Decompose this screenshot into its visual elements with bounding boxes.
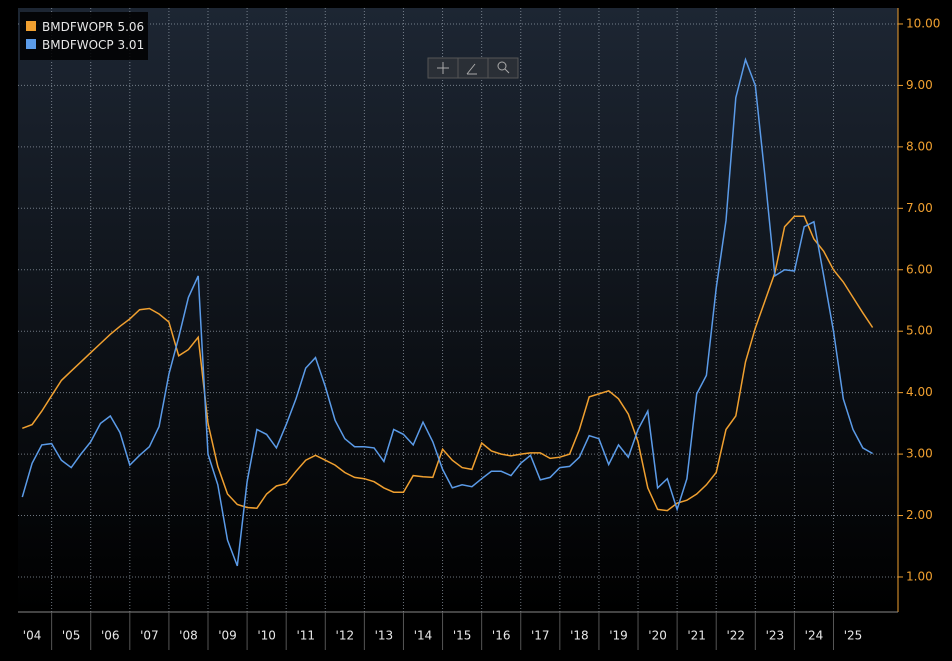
draw-button[interactable] [457,57,489,79]
x-tick-label: '12 [336,629,355,643]
y-tick-label: 5.00 [906,324,933,338]
zoom-button[interactable] [487,57,519,79]
y-tick-label: 8.00 [906,139,933,153]
plot-area [18,8,898,612]
draw-icon [466,63,477,75]
x-tick-label: '08 [179,629,198,643]
legend-swatch [26,21,36,31]
series-line [22,215,874,512]
series-line [21,57,873,567]
y-tick-label: 2.00 [906,508,933,522]
legend: BMDFWOPR 5.06 BMDFWOCP 3.01 [20,12,148,60]
x-tick-label: '04 [23,629,42,643]
legend-swatch [26,39,36,49]
x-tick-label: '15 [453,629,472,643]
legend-value: 3.01 [117,38,144,52]
axes: 1.00 2.00 3.00 4.00 5.00 6.00 7.00 8.00 9.00 10.0… [23,16,940,650]
legend-name: BMDFWOCP [42,38,114,52]
x-tick-label: '21 [687,629,706,643]
y-tick-label: 9.00 [906,78,933,92]
x-tick-label: '25 [844,629,863,643]
x-tick-label: '19 [609,629,628,643]
x-tick-label: '18 [570,629,589,643]
x-tick-label: '24 [805,629,824,643]
x-tick-label: '22 [726,629,745,643]
zoom-icon [497,61,507,71]
x-tick-label: '16 [492,629,511,643]
y-tick-label: 6.00 [906,262,933,276]
lines [21,57,874,567]
x-tick-label: '11 [296,629,315,643]
crosshair-icon [437,62,449,74]
x-tick-label: '23 [766,629,785,643]
y-tick-label: 3.00 [906,447,933,461]
x-tick-label: '13 [375,629,394,643]
x-tick-label: '20 [648,629,667,643]
legend-name: BMDFWOPR [42,20,114,34]
x-tick-label: '09 [218,629,237,643]
legend-value: 5.06 [117,20,144,34]
x-tick-label: '07 [140,629,159,643]
x-tick-label: '10 [257,629,276,643]
legend-label: BMDFWOPR 5.06 [42,20,144,34]
legend-box [20,12,148,60]
x-tick-label: '06 [101,629,120,643]
toolbar [427,57,519,79]
x-tick-label: '17 [531,629,550,643]
legend-label: BMDFWOCP 3.01 [42,38,144,52]
x-tick-label: '05 [62,629,81,643]
y-tick-label: 7.00 [906,201,933,215]
zoom-icon-handle [504,68,510,74]
y-tick-label: 10.00 [906,16,940,30]
y-tick-label: 4.00 [906,385,933,399]
x-tick-label: '14 [414,629,433,643]
y-tick-label: 1.00 [906,569,933,583]
